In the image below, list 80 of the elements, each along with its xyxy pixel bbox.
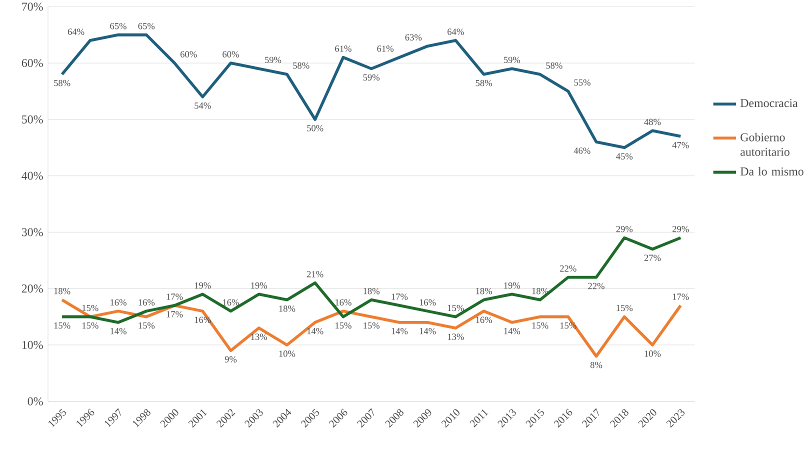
data-label: 58% — [476, 80, 492, 86]
data-label: 15% — [138, 322, 155, 329]
y-tick-label: 70% — [22, 2, 43, 11]
data-label: 46% — [574, 148, 590, 154]
data-label: 19% — [504, 282, 520, 289]
data-label: 19% — [251, 282, 268, 289]
y-tick-label: 40% — [22, 172, 43, 180]
data-label: 18% — [279, 305, 296, 312]
data-label: 14% — [392, 328, 408, 334]
data-label: 10% — [279, 350, 296, 357]
data-label: 48% — [644, 118, 661, 126]
data-label: 59% — [265, 56, 282, 64]
data-label: 15% — [54, 322, 70, 329]
data-label: 15% — [364, 322, 380, 329]
data-label: 15% — [616, 304, 633, 312]
data-label: 63% — [405, 34, 422, 41]
data-label: 17% — [166, 311, 183, 318]
data-label: 15% — [82, 304, 98, 312]
data-label: 10% — [644, 350, 661, 357]
data-label: 59% — [504, 56, 520, 64]
data-label: 18% — [476, 288, 492, 294]
data-label: 15% — [448, 304, 464, 312]
data-label: 16% — [138, 299, 155, 306]
data-label: 13% — [251, 334, 268, 340]
data-label: 17% — [672, 294, 689, 300]
y-tick-label: 60% — [22, 58, 43, 68]
data-label: 50% — [307, 125, 324, 132]
data-label: 16% — [336, 299, 352, 306]
data-label: 18% — [54, 288, 70, 294]
data-label: 58% — [293, 62, 310, 69]
data-label: 59% — [363, 74, 380, 81]
data-label: 65% — [110, 22, 126, 30]
data-label: 60% — [180, 51, 197, 58]
data-label: 16% — [110, 299, 126, 306]
data-label: 15% — [336, 322, 352, 329]
data-label: 21% — [307, 271, 324, 278]
legend-label: Democracia — [740, 99, 798, 108]
data-label: 8% — [590, 362, 602, 368]
data-label: 58% — [546, 62, 562, 69]
data-label: 18% — [364, 288, 380, 294]
data-label: 18% — [532, 288, 548, 294]
data-label: 19% — [194, 282, 211, 289]
data-label: 27% — [644, 254, 661, 262]
data-label: 58% — [54, 80, 70, 86]
x-tick-label: 2001 — [188, 409, 208, 428]
data-label: 9% — [224, 356, 237, 362]
y-tick-label: 10% — [22, 340, 43, 350]
legend-label: Da lo mismo — [740, 167, 804, 176]
data-label: 55% — [574, 79, 590, 86]
data-label: 61% — [335, 46, 352, 52]
data-label: 17% — [166, 294, 183, 300]
data-label: 65% — [138, 22, 155, 30]
data-label: 64% — [68, 28, 84, 35]
data-label: 14% — [504, 328, 520, 334]
data-label: 64% — [448, 28, 464, 35]
data-label: 54% — [194, 102, 211, 109]
legend-label: Gobierno autoritario — [740, 132, 790, 156]
data-label: 16% — [420, 299, 436, 306]
data-label: 22% — [588, 282, 604, 290]
data-label: 60% — [222, 51, 239, 58]
x-tick-label: 2011 — [470, 409, 488, 428]
data-label: 15% — [82, 322, 98, 329]
data-label: 16% — [223, 299, 239, 306]
data-label: 29% — [616, 226, 633, 232]
data-label: 14% — [420, 328, 436, 334]
data-label: 47% — [672, 142, 689, 148]
data-label: 61% — [377, 46, 394, 52]
data-label: 15% — [532, 322, 548, 329]
data-label: 17% — [392, 294, 408, 300]
data-label: 14% — [110, 328, 126, 334]
data-label: 13% — [448, 334, 464, 340]
y-tick-label: 50% — [22, 115, 43, 124]
data-label: 29% — [672, 226, 689, 232]
data-label: 45% — [616, 153, 633, 160]
y-tick-label: 0% — [28, 397, 43, 406]
data-label: 22% — [560, 265, 576, 272]
data-label: 14% — [307, 328, 324, 334]
y-tick-label: 20% — [22, 284, 43, 293]
data-label: 16% — [476, 316, 492, 324]
y-tick-label: 30% — [22, 228, 43, 236]
